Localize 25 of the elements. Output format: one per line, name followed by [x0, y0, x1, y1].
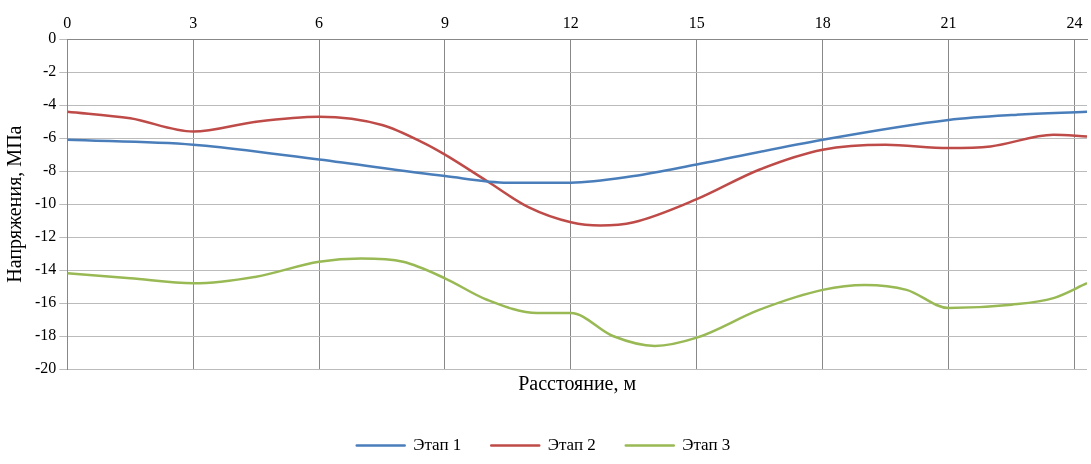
y-axis-title: Напряжения, МПа — [3, 125, 27, 283]
x-tick-label: 12 — [562, 13, 579, 31]
x-tick-label: 24 — [1066, 13, 1083, 31]
y-tick-label: -8 — [43, 161, 57, 179]
y-tick-label: -16 — [35, 293, 57, 311]
y-tick-label: -18 — [35, 326, 57, 344]
legend-label: Этап 3 — [682, 434, 731, 454]
y-tick-label: -12 — [35, 227, 57, 245]
y-tick-label: -4 — [43, 95, 57, 113]
x-tick-label: 0 — [63, 13, 72, 31]
y-tick-label: -6 — [43, 128, 57, 146]
y-tick-label: -10 — [35, 194, 57, 212]
y-tick-label: -20 — [35, 359, 57, 377]
x-tick-label: 18 — [814, 13, 831, 31]
x-tick-label: 15 — [688, 13, 705, 31]
legend-label: Этап 2 — [547, 434, 596, 454]
y-tick-label: -2 — [43, 62, 57, 80]
x-axis-title: Расстояние, м — [518, 372, 637, 395]
x-tick-label: 3 — [189, 13, 198, 31]
x-tick-label: 21 — [940, 13, 957, 31]
y-tick-label: 0 — [48, 29, 57, 47]
x-tick-label: 6 — [315, 13, 324, 31]
y-tick-label: -14 — [35, 260, 57, 278]
legend-label: Этап 1 — [413, 434, 462, 454]
x-tick-label: 9 — [440, 13, 449, 31]
